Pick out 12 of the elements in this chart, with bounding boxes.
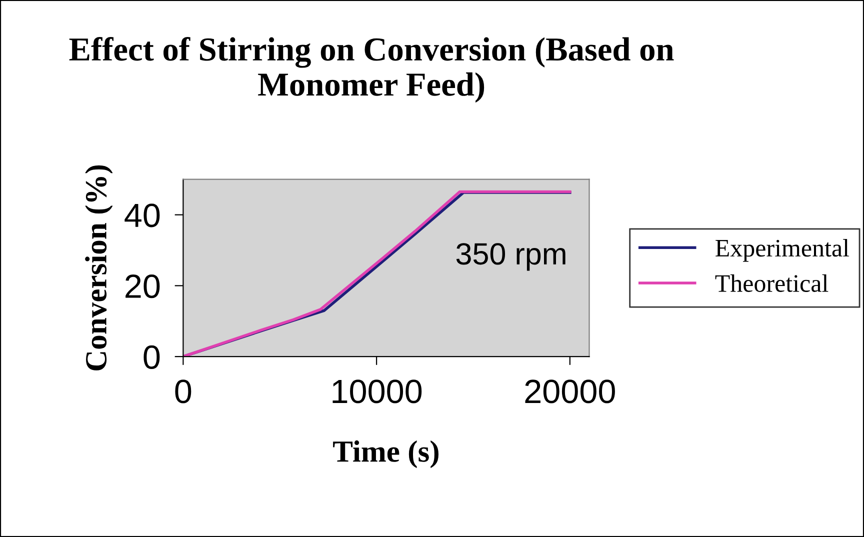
x-tick-label: 10000 — [332, 380, 422, 404]
y-tick-label: 20 — [126, 274, 160, 298]
legend-label: Theoretical — [715, 274, 828, 292]
y-tick-label: 40 — [124, 204, 160, 228]
y-tick-label: 0 — [144, 345, 160, 369]
legend-label: Experimental — [716, 239, 850, 262]
y-axis-title: Conversion (%) — [85, 165, 113, 370]
chart-title: Effect of Stirring on Conversion (Based on Monomer Feed) — [69, 36, 674, 103]
annotation: 350 rpm — [456, 243, 566, 271]
x-axis-title: Time (s) — [333, 440, 438, 468]
x-tick-label: 0 — [175, 380, 192, 404]
x-tick-label: 20000 — [525, 380, 615, 404]
